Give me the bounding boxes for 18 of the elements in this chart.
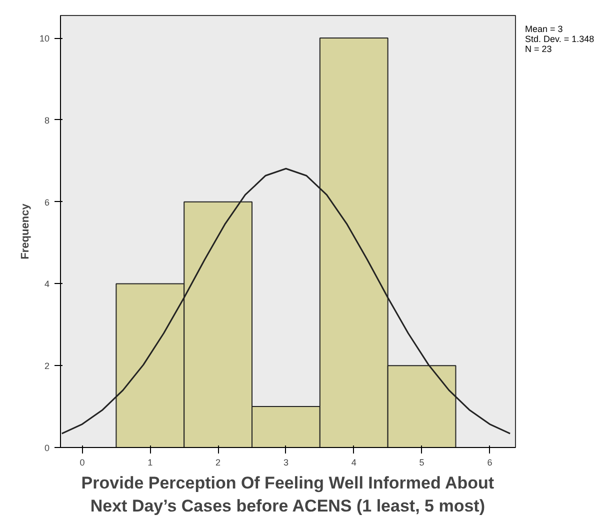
x-tick-label: 4 [351, 458, 356, 468]
text: Mean = 3 [525, 24, 563, 34]
x-axis-title: Provide Perception Of Feeling Well Informed About Next Day’s Cases before ACENS (1 least, 5 most) [81, 474, 494, 516]
x-tick-label: 3 [283, 458, 288, 468]
x-tick-label: 6 [487, 458, 492, 468]
y-tick-label: 4 [44, 279, 50, 290]
x-tick-label: 1 [148, 458, 153, 468]
text: Std. Dev. = 1.348 [525, 34, 594, 44]
y-tick-label: 6 [44, 197, 50, 208]
x-tick-label: 5 [419, 458, 424, 468]
y-tick-label: 10 [39, 34, 50, 44]
text: N = 23 [525, 44, 552, 54]
y-tick-label: 2 [44, 361, 50, 372]
x-tick-label: 0 [80, 458, 85, 468]
x-tick-label: 2 [216, 458, 221, 468]
y-tick-label: 8 [44, 115, 50, 126]
y-tick-label: 0 [44, 443, 50, 453]
y-axis-title: Frequency [19, 202, 32, 260]
